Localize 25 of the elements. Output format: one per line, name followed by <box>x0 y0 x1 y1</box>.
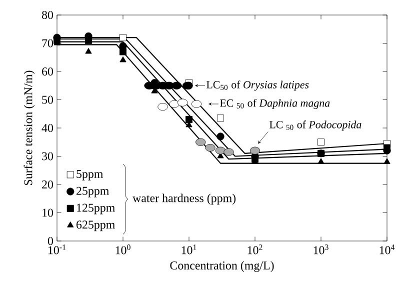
legend-label: 125ppm <box>77 204 115 214</box>
y-tick-label: 70 <box>42 39 54 48</box>
x-tick-label: 10$^{1}$ <box>182 244 196 254</box>
y-tick-label: 20 <box>42 180 54 189</box>
x-tick-label: 10$^{2}$ <box>248 244 262 254</box>
legend-label: 625ppm <box>76 220 115 232</box>
x-axis-title: Concentration (mg/L) <box>170 261 274 272</box>
y-axis-title: Surface tension (mN/m) <box>24 70 35 185</box>
legend-label: 5ppm <box>76 170 104 180</box>
annotation: LC $_{50}$ of Podocopida <box>270 120 362 131</box>
x-tick-label: 10$^{3}$ <box>314 244 328 254</box>
y-tick-label: 10 <box>42 208 54 217</box>
y-tick-label: 50 <box>42 96 54 104</box>
y-tick-label: 30 <box>42 152 54 160</box>
y-tick-label: 80 <box>42 10 54 20</box>
annotation: EC $_{50}$ of Daphnia magna <box>220 98 330 110</box>
legend-label: 25ppm <box>76 186 109 198</box>
y-tick-label: 0 <box>48 236 54 246</box>
x-tick-label: 10$^{4}$ <box>380 244 395 254</box>
y-tick-label: 60 <box>42 67 54 76</box>
annotation: LC$_{50}$ of Orysias latipes <box>206 80 309 91</box>
x-tick-label: 10$^{0}$ <box>116 244 130 254</box>
annotation: water hardness (ppm) <box>132 194 236 205</box>
y-tick-label: 40 <box>42 124 54 132</box>
x-tick-label: 10$^{-1}$ <box>48 244 66 254</box>
